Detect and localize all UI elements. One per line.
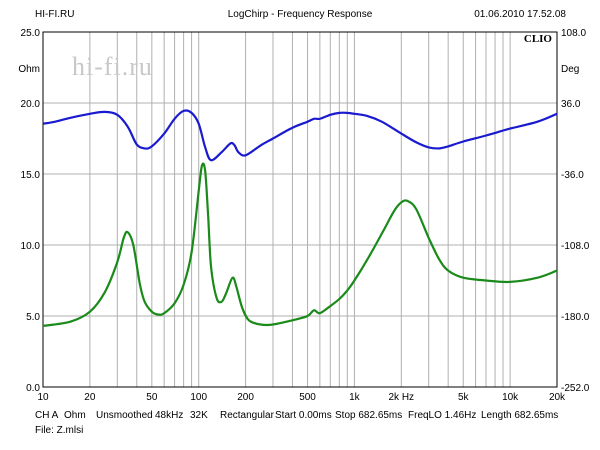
footer-setting: Rectangular (220, 410, 274, 421)
x-tick-label: 50 (146, 392, 158, 403)
y-right-tick-label: -108.0 (561, 241, 590, 252)
brand-logo: CLIO (523, 33, 552, 45)
y-left-tick-label: 25.0 (21, 28, 41, 39)
y-left-tick-label: 10.0 (21, 241, 41, 252)
footer-setting: Start 0.00ms (275, 410, 332, 421)
footer-setting: Length 682.65ms (481, 410, 559, 421)
x-tick-label: 10k (502, 392, 519, 403)
footer-setting: Stop 682.65ms (335, 410, 403, 421)
y-right-tick-label: 108.0 (561, 28, 586, 39)
footer-setting: 48kHz (155, 410, 184, 421)
impedance-series-line (42, 162, 558, 327)
y-left-tick-label: 0.0 (26, 383, 40, 394)
y-left-tick-label: 5.0 (26, 312, 40, 323)
footer-file: File: Z.mlsi (35, 425, 84, 436)
y-left-tick-label: 15.0 (21, 170, 41, 181)
x-tick-label: 5k (458, 392, 470, 403)
phase-series-line (42, 109, 558, 162)
x-tick-label: 20k (549, 392, 566, 403)
chart-title: LogChirp - Frequency Response (227, 9, 373, 20)
x-tick-label: 1k (349, 392, 361, 403)
footer-setting: Ohm (64, 410, 86, 421)
header-left: HI-FI.RU (35, 9, 75, 20)
x-tick-label: 100 (190, 392, 207, 403)
footer-setting: CH A (35, 410, 59, 421)
footer-setting: Unsmoothed (96, 410, 153, 421)
x-tick-label: 20 (84, 392, 96, 403)
y-left-axis-label: Ohm (18, 64, 40, 75)
y-right-tick-label: -36.0 (561, 170, 584, 181)
y-right-tick-label: -180.0 (561, 312, 590, 323)
plot-frame (42, 31, 558, 388)
x-tick-label: 10 (37, 392, 49, 403)
footer-setting: 32K (190, 410, 208, 421)
header-timestamp: 01.06.2010 17.52.08 (474, 9, 566, 20)
x-tick-label: 2k Hz (389, 392, 415, 403)
y-right-tick-label: 36.0 (561, 99, 581, 110)
x-tick-label: 500 (299, 392, 316, 403)
x-tick-label: 200 (237, 392, 254, 403)
footer-setting: FreqLO 1.46Hz (408, 410, 477, 421)
y-right-axis-label: Deg (561, 64, 579, 75)
watermark: hi-fi.ru (72, 52, 153, 81)
y-right-tick-label: -252.0 (561, 383, 590, 394)
y-left-tick-label: 20.0 (21, 99, 41, 110)
